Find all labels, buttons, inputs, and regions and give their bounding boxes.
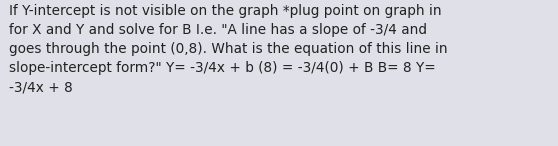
Text: If Y-intercept is not visible on the graph *plug point on graph in
for X and Y a: If Y-intercept is not visible on the gra… <box>9 4 448 94</box>
